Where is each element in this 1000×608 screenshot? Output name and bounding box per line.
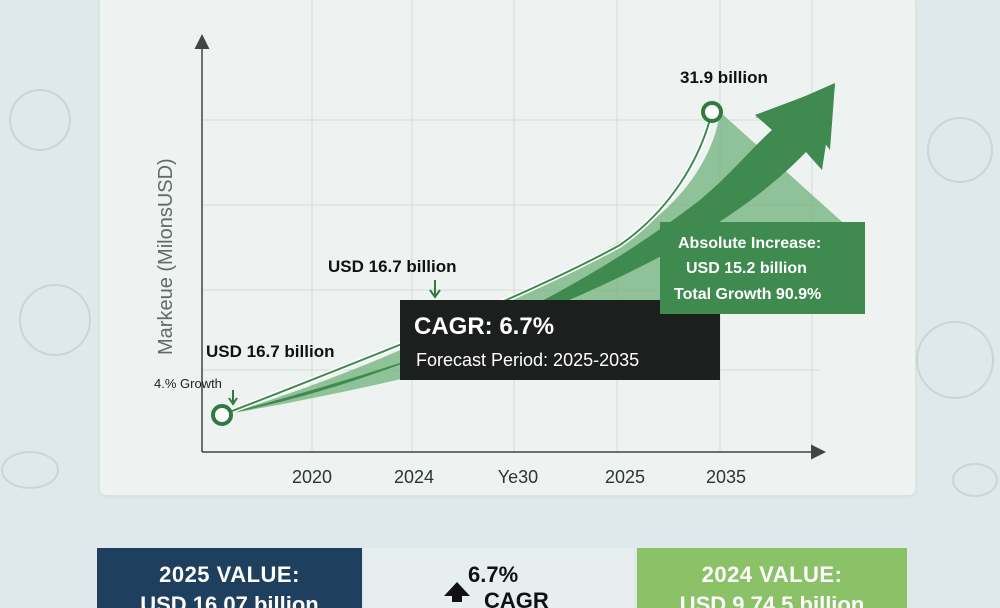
- summary-cards: 2025 VALUE: USD 16.07 billion 6.7% CAGR …: [0, 548, 1000, 608]
- x-tick-1: 2024: [394, 467, 434, 487]
- cagr-title: CAGR: 6.7%: [414, 313, 554, 340]
- chart-panel: Markeue (MilonsUSD) 2020 2024 Ye30 2025 …: [100, 0, 915, 495]
- card-2025-value: 2025 VALUE: USD 16.07 billion: [97, 548, 362, 608]
- forecast-period: Forecast Period: 2025-2035: [416, 350, 639, 370]
- end-point-marker: [701, 101, 723, 123]
- start-growth-label: 4.% Growth: [154, 376, 222, 391]
- growth-area-light: [222, 112, 860, 415]
- x-tick-3: 2025: [605, 467, 645, 487]
- card-2025-title: 2025 VALUE:: [159, 562, 300, 587]
- card-2024-amount: USD 9.74 5 billion: [679, 592, 865, 608]
- card-2024-value: 2024 VALUE: USD 9.74 5 billion: [637, 548, 907, 608]
- up-arrow-icon: [444, 582, 470, 602]
- card-2024-title: 2024 VALUE:: [701, 562, 843, 587]
- start-value-label: USD 16.7 billion: [206, 342, 334, 361]
- mid-value-pointer: [429, 280, 441, 299]
- x-tick-4: 2035: [706, 467, 746, 487]
- end-value-label: 31.9 billion: [680, 68, 768, 87]
- growth-arrow: [740, 83, 835, 178]
- market-chart: Markeue (MilonsUSD) 2020 2024 Ye30 2025 …: [154, 0, 865, 487]
- card-2025-amount: USD 16.07 billion: [140, 592, 319, 608]
- increase-callout: Absolute Increase: USD 15.2 billion Tota…: [660, 222, 865, 314]
- x-tick-0: 2020: [292, 467, 332, 487]
- increase-line-3: Total Growth 90.9%: [674, 286, 821, 303]
- increase-line-1: Absolute Increase:: [678, 235, 821, 252]
- card-cagr-value: 6.7%: [468, 562, 519, 587]
- cagr-callout: CAGR: 6.7% Forecast Period: 2025-2035: [400, 300, 720, 380]
- axes: [194, 34, 826, 460]
- mid-value-label: USD 16.7 billion: [328, 257, 456, 276]
- x-tick-2: Ye30: [498, 467, 538, 487]
- card-cagr: 6.7% CAGR: [364, 548, 634, 608]
- card-cagr-label: CAGR: [484, 588, 549, 608]
- y-axis-title: Markeue (MilonsUSD): [155, 158, 177, 355]
- x-tick-labels: 2020 2024 Ye30 2025 2035: [292, 467, 746, 487]
- start-growth-pointer: [228, 390, 238, 406]
- increase-line-2: USD 15.2 billion: [686, 260, 807, 277]
- start-point-marker: [211, 404, 233, 426]
- growth-area-dark: [222, 85, 835, 415]
- trend-line-inner: [221, 111, 713, 416]
